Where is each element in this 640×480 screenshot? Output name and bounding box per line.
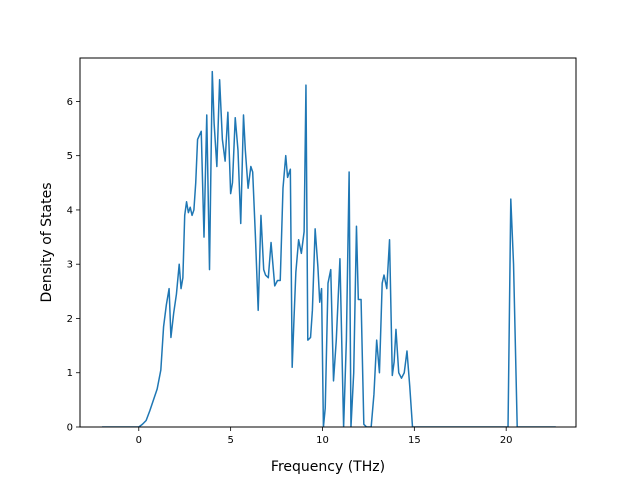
axes-frame [79,57,577,428]
y-tick-label: 0 [67,423,73,434]
x-axis-label: Frequency (THz) [271,459,385,475]
y-axis-ticks: 0 1 2 3 4 5 6 [67,97,80,434]
x-axis-ticks: 0 5 10 15 20 [136,427,513,446]
y-tick-label: 3 [67,260,73,271]
y-tick-label: 4 [67,205,73,216]
x-tick-label: 20 [500,435,513,446]
y-tick-label: 6 [67,97,73,108]
y-tick-label: 2 [67,314,73,325]
y-axis-label: Density of States [39,183,55,303]
x-tick-label: 10 [316,435,329,446]
y-tick-label: 1 [67,368,73,379]
x-tick-label: 15 [408,435,421,446]
series-line-1 [102,70,556,427]
x-tick-label: 5 [227,435,233,446]
y-tick-label: 5 [67,151,73,162]
plot-area [102,70,556,427]
x-tick-label: 0 [136,435,142,446]
